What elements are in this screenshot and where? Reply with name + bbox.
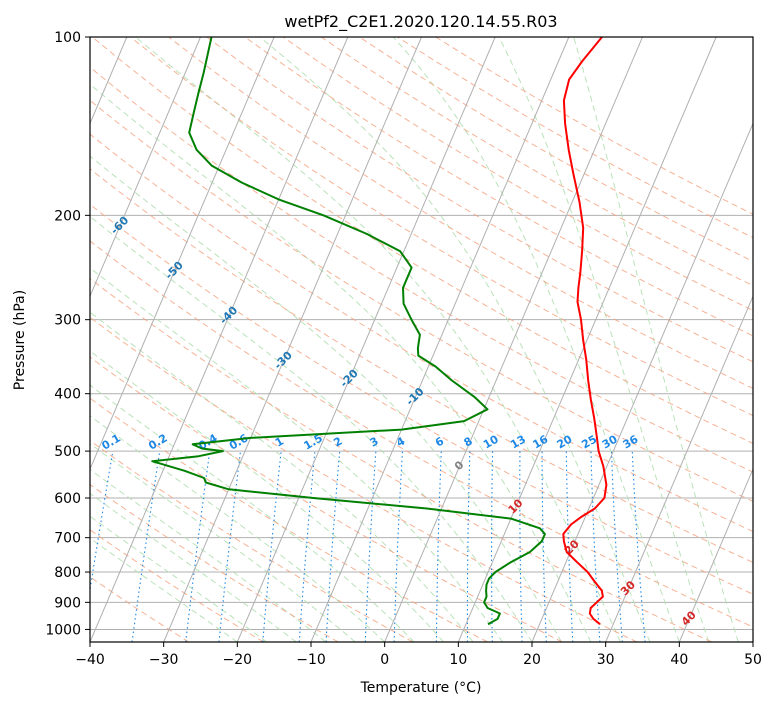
moist-adiabat-line — [135, 37, 621, 642]
moist-adiabat-line — [90, 155, 562, 642]
mixing-ratio-line — [298, 451, 316, 642]
x-tick-label: 10 — [449, 652, 467, 668]
dry-adiabats — [90, 37, 753, 642]
dry-adiabat-line — [90, 483, 339, 642]
mixing-ratio-line — [466, 451, 471, 642]
y-tick-label: 500 — [54, 444, 81, 460]
x-tick-label: 50 — [744, 652, 762, 668]
moist-adiabat-line — [90, 215, 533, 642]
x-tick-label: 40 — [670, 652, 688, 668]
y-tick-label: 800 — [54, 565, 81, 581]
moist-adiabat-line — [90, 468, 327, 642]
dry-adiabat-line — [282, 37, 753, 312]
y-tick-label: 1000 — [45, 622, 81, 638]
x-tick-label: −20 — [223, 652, 253, 668]
mixing-ratio-line — [541, 451, 547, 642]
moist-adiabat-line — [90, 492, 297, 642]
mixing-ratio-line — [325, 451, 341, 642]
profile-series — [151, 37, 608, 626]
skewed-isotherms — [90, 37, 753, 642]
moist-adiabat-line — [90, 267, 503, 642]
mixing-ratio-line — [565, 451, 574, 642]
moist-adiabat-line — [90, 350, 444, 642]
plot-frame — [89, 36, 754, 643]
plot-background — [90, 37, 753, 642]
moist-adiabat-line — [259, 37, 651, 642]
dry-adiabat-line — [90, 203, 753, 595]
dry-adiabat-line — [90, 316, 638, 642]
y-axis-title: Pressure (hPa) — [12, 290, 28, 390]
isotherm-line — [678, 467, 753, 642]
mixing-ratio-line — [364, 451, 377, 642]
isotherm-line — [90, 37, 201, 298]
mixing-ratio-line — [610, 451, 623, 642]
y-tick-label: 400 — [54, 387, 81, 403]
isotherm-line — [90, 37, 275, 471]
y-tick-label: 700 — [54, 531, 81, 547]
dry-adiabat-line — [90, 278, 712, 642]
y-tick-label: 600 — [54, 491, 81, 507]
dry-adiabat-line — [90, 240, 753, 628]
dry-adiabat-line — [168, 37, 753, 389]
isotherm-line — [531, 122, 753, 642]
y-tick-label: 900 — [54, 595, 81, 611]
moist-adiabat-line — [90, 415, 386, 642]
y-tick-label: 100 — [54, 30, 81, 46]
mixing-ratio-line — [590, 451, 601, 642]
isotherm-line — [236, 37, 496, 642]
y-tick-label: 300 — [54, 313, 81, 329]
x-axis-title: Temperature (°C) — [360, 680, 482, 696]
dry-adiabat-line — [90, 356, 563, 642]
y-axis: 100 200 300 400 500 600 700 800 900 1000 — [45, 30, 90, 638]
moist-adiabat-line — [90, 515, 268, 642]
isotherm-line — [605, 295, 753, 642]
isotherm-line — [457, 37, 717, 642]
dewpoint-profile-line — [151, 37, 546, 626]
chart-title: wetPf2_C2E1.2020.120.14.55.R03 — [284, 12, 557, 32]
dry-adiabat-line — [91, 37, 753, 445]
y-tick-label: 200 — [54, 208, 81, 224]
mixing-ratio-line — [435, 451, 442, 642]
moist-adiabat-line — [90, 537, 238, 642]
plot-area: -100-90-80-70-60-50-40-30-20-10010203040… — [90, 37, 753, 642]
dry-adiabat-line — [244, 37, 753, 337]
dry-adiabat-line — [90, 133, 753, 533]
x-tick-label: −10 — [296, 652, 326, 668]
pressure-gridlines — [90, 37, 753, 630]
isotherm-line — [384, 37, 643, 642]
dry-adiabat-line — [90, 529, 264, 642]
isotherm-line — [163, 37, 422, 642]
x-tick-label: −40 — [75, 652, 105, 668]
dry-adiabat-line — [90, 99, 753, 502]
mixing-ratio-line — [519, 451, 523, 642]
isotherm-line — [90, 37, 349, 642]
x-tick-label: 0 — [380, 652, 389, 668]
dry-adiabat-line — [130, 37, 753, 417]
mixing-ratio-line — [490, 451, 494, 642]
moist-adiabat-line — [90, 311, 474, 642]
mixing-ratio-line — [185, 451, 211, 642]
x-axis: −40 −30 −20 −10 0 10 20 30 40 50 — [75, 642, 762, 668]
mixing-ratio-line — [90, 451, 114, 594]
temperature-profile-line — [562, 37, 608, 625]
moist-adiabat-line — [573, 37, 739, 642]
x-tick-label: −30 — [149, 652, 179, 668]
mixing-ratio-line — [218, 451, 242, 642]
mixing-ratio-line — [262, 451, 282, 642]
x-tick-label: 20 — [523, 652, 541, 668]
isotherm-line — [310, 37, 570, 642]
mixing-ratio-line — [631, 451, 646, 642]
x-tick-label: 30 — [597, 652, 615, 668]
mixing-ratio-lines — [90, 451, 646, 642]
